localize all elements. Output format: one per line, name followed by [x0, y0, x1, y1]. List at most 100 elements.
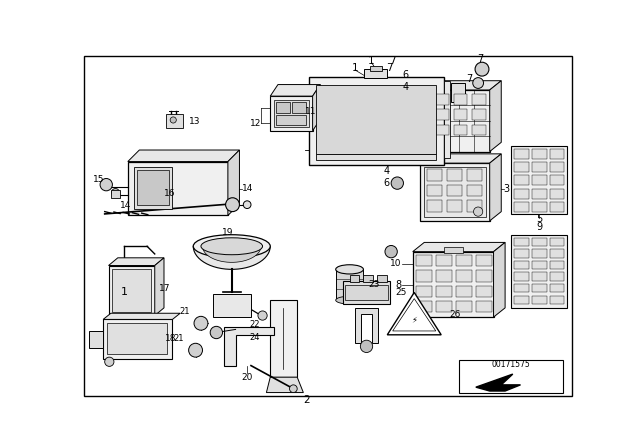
Bar [532, 149, 547, 159]
Text: 4: 4 [403, 82, 409, 92]
Bar [435, 125, 449, 135]
Bar [511, 146, 566, 214]
Bar [515, 176, 529, 185]
Circle shape [360, 340, 372, 353]
Bar [417, 94, 431, 104]
Circle shape [474, 207, 483, 216]
Polygon shape [420, 154, 501, 163]
Bar [476, 255, 492, 266]
Text: ⚡: ⚡ [412, 315, 417, 324]
Bar [270, 96, 312, 131]
Circle shape [225, 198, 239, 211]
Bar [345, 285, 388, 300]
Bar [128, 162, 228, 215]
Bar [308, 77, 444, 165]
Bar [447, 185, 462, 196]
Bar [427, 185, 442, 196]
Circle shape [170, 117, 176, 123]
Bar [532, 176, 547, 185]
Bar [515, 272, 529, 281]
Circle shape [189, 343, 202, 357]
Bar [459, 360, 563, 392]
Bar [550, 149, 564, 159]
Bar [427, 200, 442, 211]
Bar [454, 125, 467, 135]
Bar [476, 270, 492, 282]
Text: 14: 14 [120, 201, 131, 210]
Bar [472, 109, 486, 120]
Bar [107, 323, 167, 354]
Polygon shape [155, 258, 164, 315]
Polygon shape [476, 374, 520, 391]
Bar [532, 272, 547, 281]
Bar [378, 275, 387, 282]
Bar [316, 154, 436, 160]
Text: 21: 21 [173, 334, 184, 343]
Circle shape [473, 78, 484, 88]
Bar [515, 296, 529, 304]
Bar [447, 169, 462, 181]
Bar [166, 114, 183, 128]
Text: 10: 10 [390, 259, 401, 268]
Polygon shape [270, 85, 320, 96]
Text: 5: 5 [536, 214, 542, 224]
Text: 2: 2 [303, 395, 310, 405]
Polygon shape [128, 150, 239, 162]
Text: 7: 7 [387, 63, 393, 73]
Bar [417, 109, 431, 120]
Bar [364, 69, 387, 78]
Bar [456, 270, 472, 282]
Circle shape [385, 246, 397, 258]
Circle shape [393, 117, 405, 129]
Bar [427, 169, 442, 181]
Polygon shape [413, 242, 505, 252]
Bar [369, 66, 382, 71]
Circle shape [391, 177, 403, 190]
Bar [316, 85, 436, 154]
Bar [515, 261, 529, 269]
Bar [436, 255, 452, 266]
Text: 15: 15 [93, 175, 105, 184]
Bar [467, 169, 482, 181]
Bar [515, 238, 529, 246]
Bar [447, 200, 462, 211]
Bar [417, 125, 431, 135]
Bar [113, 269, 151, 312]
Polygon shape [355, 308, 378, 343]
Bar [476, 285, 492, 297]
Text: 8: 8 [395, 280, 401, 290]
Bar [456, 301, 472, 313]
Text: 7: 7 [477, 54, 484, 64]
Bar [532, 238, 547, 246]
Bar [532, 202, 547, 211]
Text: 6: 6 [383, 178, 390, 188]
Bar [436, 285, 452, 297]
Bar [270, 300, 297, 377]
Bar [550, 238, 564, 246]
Bar [274, 100, 308, 127]
Text: 00171575: 00171575 [491, 360, 530, 369]
Text: 1: 1 [368, 56, 374, 66]
Bar [420, 163, 490, 221]
Bar [424, 167, 486, 217]
Bar [451, 83, 465, 102]
Bar [416, 270, 432, 282]
Bar [515, 284, 529, 293]
Text: 6: 6 [403, 69, 409, 80]
Polygon shape [202, 246, 261, 263]
Polygon shape [387, 293, 441, 335]
Text: 21: 21 [179, 307, 189, 316]
Bar [90, 331, 103, 348]
Bar [550, 176, 564, 185]
Bar [550, 250, 564, 258]
Text: 12: 12 [250, 119, 261, 128]
Ellipse shape [336, 265, 364, 274]
Polygon shape [224, 327, 274, 366]
Bar [435, 109, 449, 120]
Bar [550, 202, 564, 211]
Text: 23: 23 [368, 280, 380, 289]
Bar [467, 185, 482, 196]
Circle shape [100, 178, 113, 191]
Bar [435, 94, 449, 104]
Text: 24: 24 [250, 332, 260, 342]
